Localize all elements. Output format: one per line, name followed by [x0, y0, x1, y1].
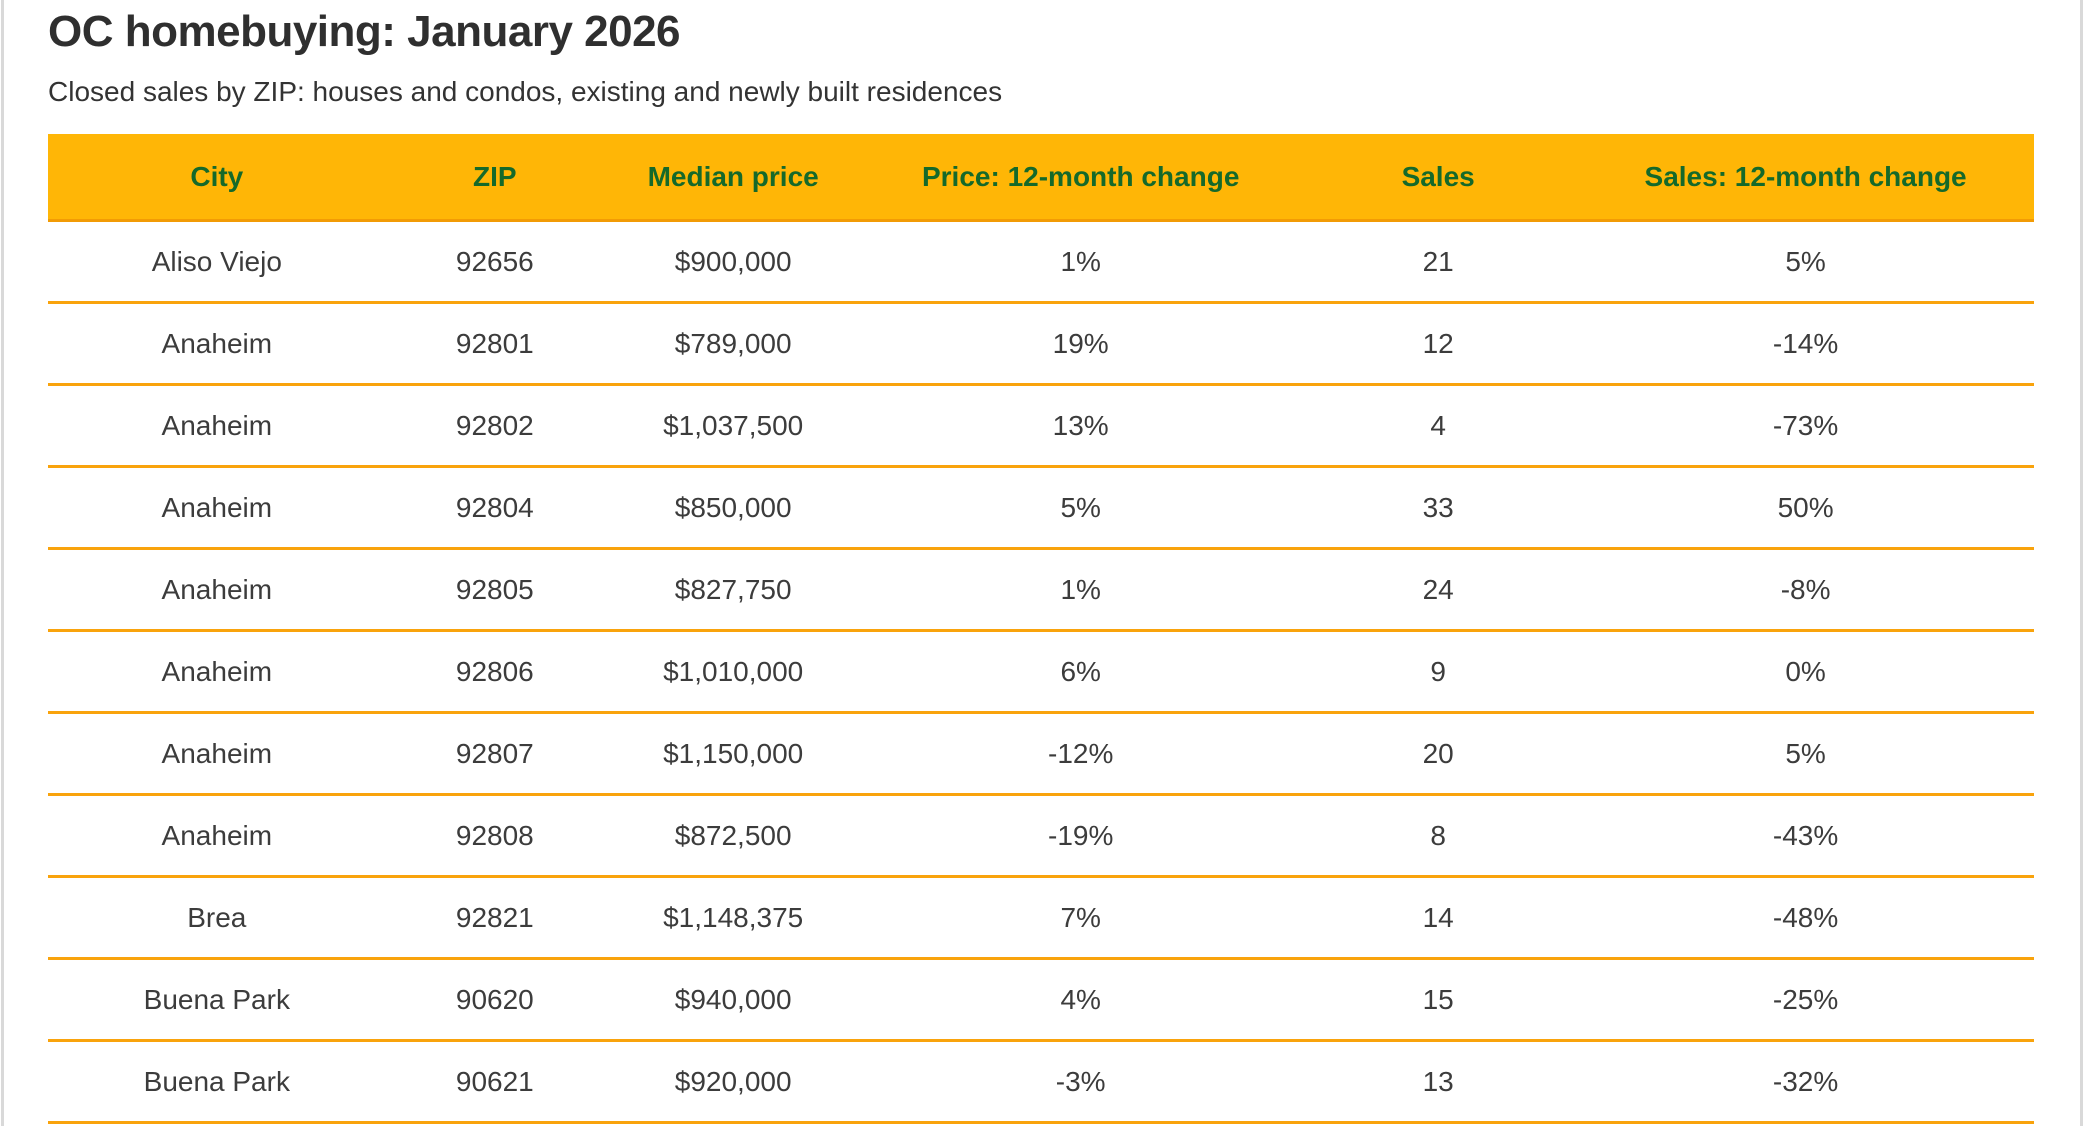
cell-city: Anaheim: [48, 630, 386, 715]
cell-price-change: 6%: [862, 630, 1300, 715]
cell-median-price: $789,000: [604, 302, 863, 387]
cell-city: Buena Park: [48, 958, 386, 1043]
cell-median-price: $872,500: [604, 794, 863, 879]
cell-sales-change: -25%: [1577, 958, 2034, 1043]
cell-sales: 12: [1299, 302, 1578, 387]
table-header: City ZIP Median price Price: 12-month chang…: [48, 134, 2034, 223]
cell-sales: 33: [1299, 466, 1578, 551]
cell-median-price: $1,150,000: [604, 712, 863, 797]
cell-city: Anaheim: [48, 466, 386, 551]
cell-median-price: $1,148,375: [604, 876, 863, 961]
cell-sales-change: -73%: [1577, 384, 2034, 469]
page-title: OC homebuying: January 2026: [48, 7, 681, 56]
cell-zip: 92802: [385, 384, 605, 469]
table-row: Anaheim 92806 $1,010,000 6% 9 0%: [48, 630, 2034, 715]
table-row: Aliso Viejo 92656 $900,000 1% 21 5%: [48, 220, 2034, 305]
cell-price-change: 5%: [862, 466, 1300, 551]
cell-sales-change: -43%: [1577, 794, 2034, 879]
cell-city: Anaheim: [48, 384, 386, 469]
cell-zip: 92801: [385, 302, 605, 387]
table-row: Anaheim 92802 $1,037,500 13% 4 -73%: [48, 384, 2034, 469]
cell-median-price: $850,000: [604, 466, 863, 551]
cell-price-change: 4%: [862, 958, 1300, 1043]
table-row: Anaheim 92807 $1,150,000 -12% 20 5%: [48, 712, 2034, 797]
cell-price-change: 19%: [862, 302, 1300, 387]
cell-price-change: 1%: [862, 548, 1300, 633]
cell-sales: 8: [1299, 794, 1578, 879]
table-body: Aliso Viejo 92656 $900,000 1% 21 5% Anaheim 928…: [48, 220, 2034, 1125]
cell-city: Buena Park: [48, 1040, 386, 1125]
col-header-price-change: Price: 12-month change: [862, 134, 1300, 223]
cell-sales-change: 0%: [1577, 630, 2034, 715]
col-header-sales-change: Sales: 12-month change: [1577, 134, 2034, 223]
cell-zip: 92805: [385, 548, 605, 633]
cell-median-price: $1,037,500: [604, 384, 863, 469]
cell-sales-change: -32%: [1577, 1040, 2034, 1125]
cell-sales: 14: [1299, 876, 1578, 961]
cell-price-change: 13%: [862, 384, 1300, 469]
cell-city: Anaheim: [48, 712, 386, 797]
cell-median-price: $920,000: [604, 1040, 863, 1125]
cell-zip: 90621: [385, 1040, 605, 1125]
cell-sales-change: 5%: [1577, 712, 2034, 797]
cell-sales: 13: [1299, 1040, 1578, 1125]
col-header-zip: ZIP: [385, 134, 605, 223]
cell-city: Anaheim: [48, 794, 386, 879]
table-row: Anaheim 92801 $789,000 19% 12 -14%: [48, 302, 2034, 387]
table-row: Anaheim 92804 $850,000 5% 33 50%: [48, 466, 2034, 551]
cell-sales: 9: [1299, 630, 1578, 715]
cell-sales: 15: [1299, 958, 1578, 1043]
cell-sales: 4: [1299, 384, 1578, 469]
cell-price-change: 1%: [862, 220, 1300, 305]
cell-zip: 92804: [385, 466, 605, 551]
col-header-city: City: [48, 134, 386, 223]
table-header-row: City ZIP Median price Price: 12-month chang…: [48, 134, 2034, 223]
cell-price-change: -3%: [862, 1040, 1300, 1125]
cell-zip: 92806: [385, 630, 605, 715]
table-row: Anaheim 92805 $827,750 1% 24 -8%: [48, 548, 2034, 633]
cell-sales-change: 5%: [1577, 220, 2034, 305]
col-header-median-price: Median price: [604, 134, 863, 223]
cell-sales-change: -14%: [1577, 302, 2034, 387]
table-row: Brea 92821 $1,148,375 7% 14 -48%: [48, 876, 2034, 961]
cell-zip: 92656: [385, 220, 605, 305]
cell-median-price: $1,010,000: [604, 630, 863, 715]
cell-price-change: -12%: [862, 712, 1300, 797]
closed-sales-table: City ZIP Median price Price: 12-month chang…: [48, 134, 2034, 1125]
cell-city: Anaheim: [48, 302, 386, 387]
table-row: Anaheim 92808 $872,500 -19% 8 -43%: [48, 794, 2034, 879]
cell-sales: 20: [1299, 712, 1578, 797]
cell-zip: 92807: [385, 712, 605, 797]
page-subtitle: Closed sales by ZIP: houses and condos, …: [48, 75, 1003, 107]
cell-zip: 92808: [385, 794, 605, 879]
cell-city: Aliso Viejo: [48, 220, 386, 305]
cell-sales-change: -8%: [1577, 548, 2034, 633]
cell-zip: 90620: [385, 958, 605, 1043]
cell-city: Anaheim: [48, 548, 386, 633]
cell-median-price: $940,000: [604, 958, 863, 1043]
window-edge-right: [2080, 0, 2083, 1126]
window-edge-left: [1, 0, 4, 1126]
cell-sales: 21: [1299, 220, 1578, 305]
col-header-sales: Sales: [1299, 134, 1578, 223]
cell-zip: 92821: [385, 876, 605, 961]
cell-price-change: -19%: [862, 794, 1300, 879]
cell-sales-change: -48%: [1577, 876, 2034, 961]
cell-city: Brea: [48, 876, 386, 961]
cell-price-change: 7%: [862, 876, 1300, 961]
cell-median-price: $900,000: [604, 220, 863, 305]
cell-sales: 24: [1299, 548, 1578, 633]
table-row: Buena Park 90621 $920,000 -3% 13 -32%: [48, 1040, 2034, 1125]
cell-median-price: $827,750: [604, 548, 863, 633]
table-row: Buena Park 90620 $940,000 4% 15 -25%: [48, 958, 2034, 1043]
cell-sales-change: 50%: [1577, 466, 2034, 551]
